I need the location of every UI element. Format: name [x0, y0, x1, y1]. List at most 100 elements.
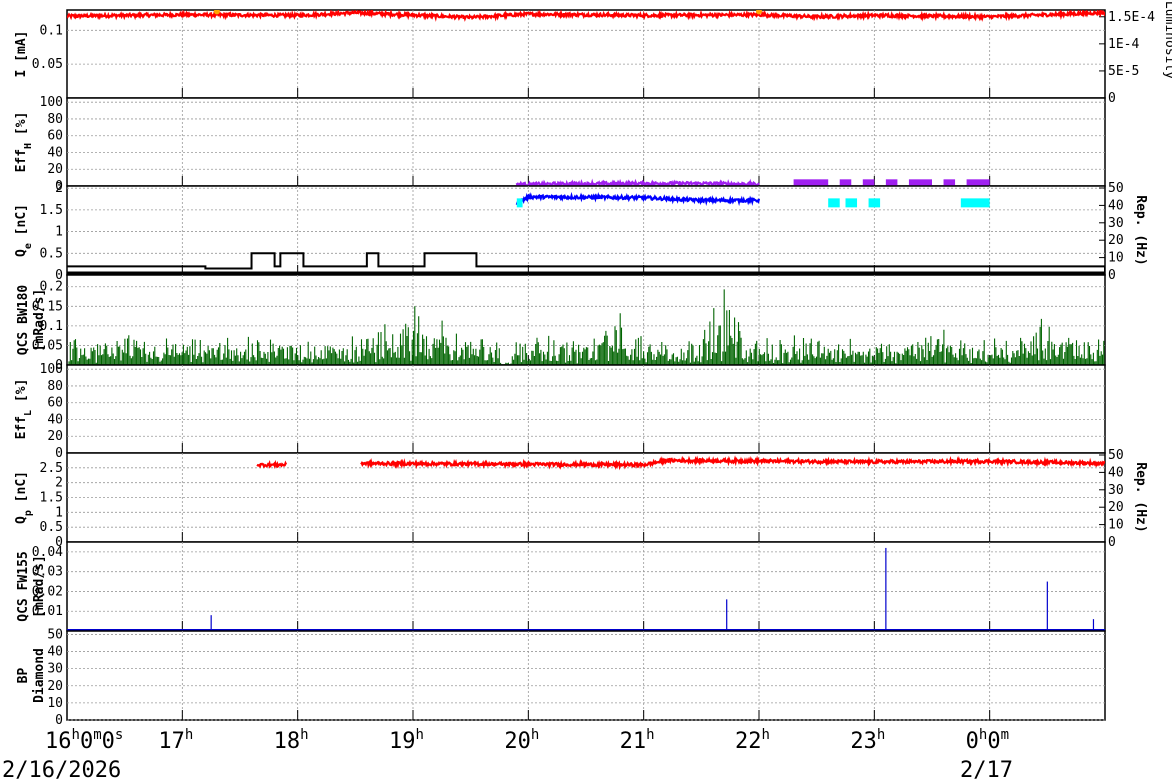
series-effh-1 — [966, 179, 990, 186]
y-tick-label: 60 — [47, 396, 63, 411]
series-qp-1 — [360, 455, 1105, 471]
series-current-1 — [213, 10, 220, 15]
series-effh-1 — [885, 179, 898, 186]
y-tick-label: 0 — [55, 179, 63, 194]
right-tick-label: 30 — [1108, 216, 1124, 231]
x-tick-label: 19h — [389, 727, 424, 754]
series-group — [68, 289, 1105, 365]
right-tick-label: 0 — [1108, 535, 1116, 550]
panel-qcs_bw180: 0 0.05 0.1 0.15 0.2 QCS BW180 [mRad/s] — [16, 274, 1106, 373]
series-effh-0 — [515, 178, 760, 186]
panel-frame — [66, 630, 1106, 721]
series-qe-2 — [67, 252, 1105, 273]
y-axis-label: [mRad/s] — [32, 555, 47, 618]
panel-frame — [66, 541, 1106, 632]
y-axis-label: Qe [nC] — [14, 204, 34, 257]
series-qe-1 — [960, 198, 990, 208]
y-tick-label: 0.1 — [40, 319, 63, 334]
series-group — [67, 547, 1105, 631]
right-tick-label: 30 — [1108, 483, 1124, 498]
series-qe-1 — [868, 198, 881, 208]
right-tick-label: 10 — [1108, 518, 1124, 533]
y-tick-label: 30 — [47, 662, 63, 677]
y-axis-label: Qp [nC] — [14, 471, 34, 524]
panel-bp_diamond: 0 10 20 30 40 50 BP Diamond — [16, 627, 1106, 728]
right-tick-label: 0 — [1108, 91, 1116, 106]
right-tick-label: 0 — [1108, 268, 1116, 283]
y-tick-label: 0 — [55, 358, 63, 373]
y-axis-label: BP — [16, 668, 31, 684]
y-tick-label: 20 — [47, 429, 63, 444]
y-tick-label: 0.5 — [40, 246, 63, 261]
y-tick-label: 2 — [55, 476, 63, 491]
y-tick-label: 40 — [47, 412, 63, 427]
y-tick-label: 1.5 — [40, 491, 63, 506]
right-tick-label: 20 — [1108, 500, 1124, 515]
series-qe-1 — [828, 198, 840, 208]
y-axis-label: [mRad/s] — [32, 289, 47, 352]
y-tick-label: 0.03 — [32, 565, 63, 580]
series-qe-0 — [515, 191, 761, 207]
right-tick-label: 50 — [1108, 448, 1124, 463]
y-axis-label: Diamond — [32, 648, 47, 703]
y-tick-label: 2 — [55, 181, 63, 196]
x-tick-label: 18h — [274, 727, 309, 754]
y-axis-label: QCS FW155 — [16, 551, 31, 621]
right-tick-label: 20 — [1108, 233, 1124, 248]
y-tick-label: 0 — [55, 713, 63, 728]
y-tick-label: 0.01 — [32, 604, 63, 619]
y-tick-label: 0.15 — [32, 299, 63, 314]
y-tick-label: 20 — [47, 679, 63, 694]
panel-frame — [66, 97, 1106, 187]
right-axis-label: Rep. (Hz) — [1133, 462, 1148, 532]
y-tick-label: 0 — [55, 268, 63, 283]
panel-frame — [66, 364, 1106, 454]
y-tick-label: 2.5 — [40, 461, 63, 476]
y-tick-label: 0.02 — [32, 584, 63, 599]
y-tick-label: 80 — [47, 379, 63, 394]
y-tick-label: 0.5 — [40, 520, 63, 535]
x-tick-label: 16h0m0s — [45, 727, 123, 754]
series-group — [256, 455, 1105, 471]
y-axis-label: EffL [%] — [14, 379, 34, 440]
series-effh-1 — [943, 179, 956, 186]
panel-frame — [66, 185, 1106, 276]
series-qp-0 — [256, 459, 288, 470]
y-tick-label: 10 — [47, 696, 63, 711]
right-tick-label: 40 — [1108, 465, 1124, 480]
x-tick-label: 0h0m — [966, 727, 1009, 754]
right-tick-label: 50 — [1108, 181, 1124, 196]
panel-current: 0.05 0.1 I [mA] 1.5E-4 1E-4 5E-5 0 Luminosity — [14, 1, 1172, 106]
y-tick-label: 50 — [47, 627, 63, 642]
y-tick-label: 0.05 — [32, 57, 63, 72]
date-label-start: 2/16/2026 — [2, 758, 121, 782]
y-tick-label: 0 — [55, 446, 63, 461]
y-axis-label: EffH [%] — [14, 112, 34, 173]
y-tick-label: 0.1 — [40, 23, 63, 38]
series-effh-1 — [839, 179, 852, 186]
right-axis-label: Rep. (Hz) — [1133, 195, 1148, 265]
panel-frame — [66, 9, 1106, 99]
y-axis-label: QCS BW180 — [16, 285, 31, 356]
y-tick-label: 1 — [55, 225, 63, 240]
y-tick-label: 0 — [55, 535, 63, 550]
series-effh-1 — [862, 179, 875, 186]
y-tick-label: 40 — [47, 645, 63, 660]
x-tick-label: 20h — [504, 727, 539, 754]
series-group — [515, 178, 990, 186]
x-tick-label: 17h — [158, 727, 193, 754]
y-axis-label: I [mA] — [14, 31, 29, 78]
series-qcs_bw180-0 — [68, 289, 1105, 365]
y-tick-label: 0.05 — [32, 338, 63, 353]
y-tick-label: 0.04 — [32, 545, 63, 560]
right-axis-label: Luminosity — [1162, 1, 1172, 79]
series-effh-1 — [793, 179, 829, 186]
x-tick-label: 22h — [735, 727, 770, 754]
right-tick-label: 1.5E-4 — [1108, 10, 1155, 25]
y-tick-label: 80 — [47, 112, 63, 127]
